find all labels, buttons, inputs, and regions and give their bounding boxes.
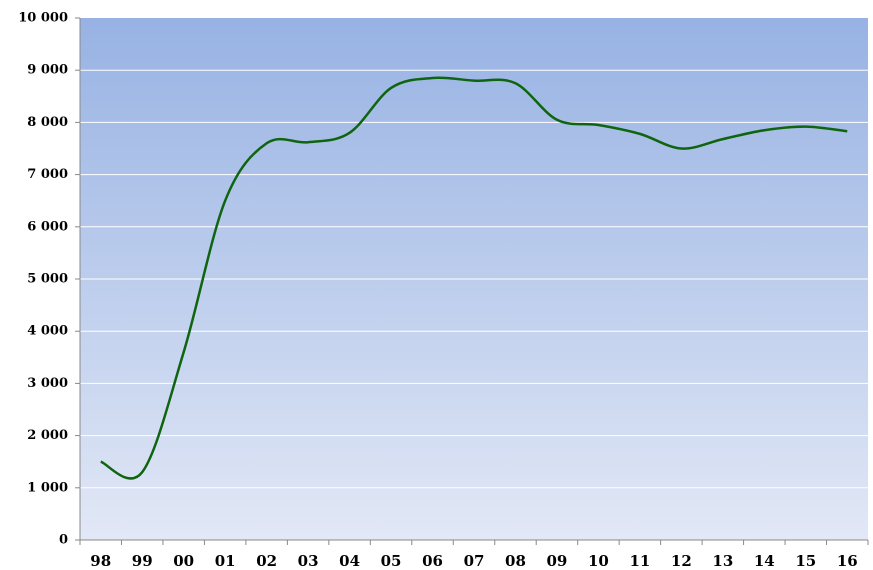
x-tick-label: 12 [671,552,692,570]
x-tick-label: 05 [381,552,402,570]
x-tick-label: 10 [588,552,609,570]
y-tick-label: 6 000 [27,219,68,234]
x-tick-label: 98 [90,552,111,570]
x-tick-label: 01 [215,552,236,570]
y-tick-label: 0 [59,533,68,548]
y-tick-label: 5 000 [27,272,68,287]
y-tick-label: 7 000 [27,167,68,182]
y-tick-label: 1 000 [27,480,68,495]
x-tick-label: 02 [256,552,277,570]
x-tick-label: 08 [505,552,526,570]
x-tick-label: 14 [754,552,775,570]
x-tick-label: 15 [795,552,816,570]
x-tick-label: 09 [547,552,568,570]
y-tick-label: 2 000 [27,428,68,443]
x-tick-label: 00 [173,552,194,570]
x-tick-label: 16 [837,552,858,570]
y-tick-label: 4 000 [27,324,68,339]
x-tick-label: 13 [712,552,733,570]
x-tick-label: 03 [298,552,319,570]
x-tick-label: 99 [132,552,153,570]
y-tick-label: 3 000 [27,376,68,391]
x-tick-label: 06 [422,552,443,570]
line [100,76,848,480]
y-tick-label: 8 000 [27,115,68,130]
x-tick-label: 07 [464,552,485,570]
x-tick-label: 11 [629,552,650,570]
y-tick-label: 9 000 [27,63,68,78]
y-tick-label: 10 000 [18,11,68,26]
x-tick-label: 04 [339,552,360,570]
